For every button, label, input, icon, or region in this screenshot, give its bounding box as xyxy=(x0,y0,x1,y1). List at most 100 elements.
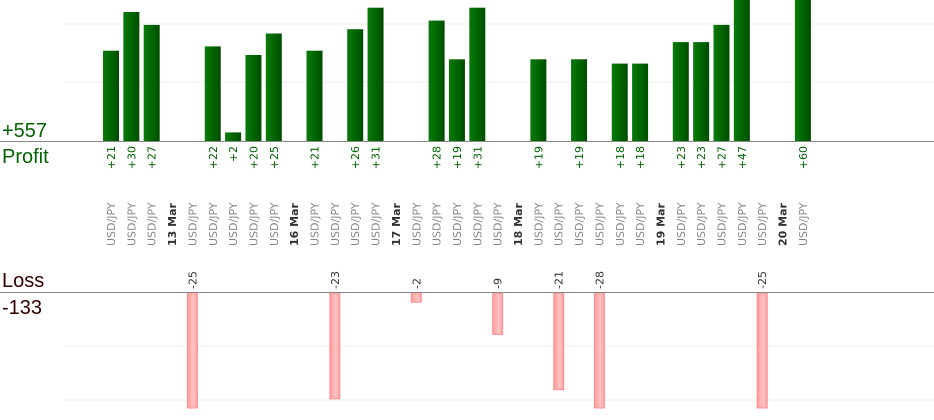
loss-bar xyxy=(593,292,605,409)
profit-value-label: +21 xyxy=(105,146,118,169)
profit-value-label: +20 xyxy=(247,146,260,169)
profit-value-label: +27 xyxy=(146,146,159,169)
profit-value-label: +25 xyxy=(268,146,281,169)
profit-bar xyxy=(347,29,364,142)
pair-label: USD/JPY xyxy=(247,202,260,246)
profit-bar xyxy=(367,7,384,142)
pair-label: USD/JPY xyxy=(410,202,423,246)
profit-bar xyxy=(123,12,140,141)
pair-label: USD/JPY xyxy=(756,202,769,246)
pair-label: USD/JPY xyxy=(716,202,729,246)
pair-label: USD/JPY xyxy=(471,202,484,246)
profit-bar xyxy=(469,7,486,142)
profit-value-label: +60 xyxy=(797,146,810,169)
profit-bar xyxy=(713,24,730,141)
loss-bar xyxy=(329,292,341,400)
profit-bar xyxy=(428,20,445,142)
pair-label: USD/JPY xyxy=(532,202,545,246)
profit-value-label: +18 xyxy=(634,146,647,169)
pair-label: USD/JPY xyxy=(736,202,749,246)
profit-bar xyxy=(265,33,282,141)
profit-bar xyxy=(103,50,119,142)
profit-value-label: +27 xyxy=(716,146,729,169)
loss-value-label: -28 xyxy=(593,271,606,289)
profit-value-label: +31 xyxy=(471,146,484,169)
loss-value-label: -25 xyxy=(186,271,199,289)
date-label: 17 Mar xyxy=(390,202,403,246)
profit-bar xyxy=(794,0,811,141)
profit-bar xyxy=(611,63,628,141)
loss-total: -133 xyxy=(2,297,42,319)
pair-label: USD/JPY xyxy=(634,202,647,246)
pair-label: USD/JPY xyxy=(492,202,505,246)
loss-bar xyxy=(553,292,565,391)
pair-label: USD/JPY xyxy=(105,202,118,246)
profit-value-label: +28 xyxy=(431,146,444,169)
profit-bar xyxy=(693,42,710,141)
pair-label: USD/JPY xyxy=(614,202,627,246)
pair-label: USD/JPY xyxy=(125,202,138,246)
pair-label: USD/JPY xyxy=(431,202,444,246)
profit-bar xyxy=(571,59,588,141)
loss-value-label: -23 xyxy=(329,271,342,289)
profit-bar xyxy=(632,63,649,141)
pair-label: USD/JPY xyxy=(349,202,362,246)
profit-value-label: +18 xyxy=(614,146,627,169)
loss-bar xyxy=(492,292,504,335)
pair-label: USD/JPY xyxy=(268,202,281,246)
profit-bars xyxy=(103,0,811,142)
profit-value-label: +19 xyxy=(451,146,464,169)
loss-value-label: -2 xyxy=(410,278,423,289)
profit-value-label: +22 xyxy=(207,146,220,169)
profit-value-label: +2 xyxy=(227,146,240,162)
pair-label: USD/JPY xyxy=(146,202,159,246)
profit-value-label: +19 xyxy=(573,146,586,169)
date-label: 20 Mar xyxy=(777,202,790,246)
pair-label: USD/JPY xyxy=(451,202,464,246)
pair-label: USD/JPY xyxy=(227,202,240,246)
profit-label: Profit xyxy=(2,146,49,168)
date-label: 13 Mar xyxy=(166,202,179,246)
profit-bar xyxy=(530,59,547,141)
pair-label: USD/JPY xyxy=(207,202,220,246)
profit-bar xyxy=(204,46,221,141)
pair-label: USD/JPY xyxy=(797,202,810,246)
date-label: 16 Mar xyxy=(288,202,301,246)
profit-bar xyxy=(448,59,465,141)
loss-bar xyxy=(410,292,422,303)
date-label: 18 Mar xyxy=(512,202,525,246)
profit-value-label: +19 xyxy=(532,146,545,169)
profit-value-label: +26 xyxy=(349,146,362,169)
category-labels: USD/JPY USD/JPY USD/JPY 13 Mar USD/JPY USD/JP… xyxy=(105,202,810,246)
pair-label: USD/JPY xyxy=(573,202,586,246)
pair-label: USD/JPY xyxy=(186,202,199,246)
loss-bar xyxy=(756,292,768,409)
profit-value-label: +30 xyxy=(125,146,138,169)
profit-value-label: +47 xyxy=(736,146,749,169)
profit-bar xyxy=(245,55,262,141)
value-labels: +21 +30 +27 -25 +22 +2 +20 +25 +21 -23 +26 +31 -2 +28… xyxy=(105,146,810,289)
pair-label: USD/JPY xyxy=(553,202,566,246)
profit-bar xyxy=(733,0,750,141)
loss-bars xyxy=(186,292,768,409)
profit-value-label: +21 xyxy=(309,146,322,169)
profit-bar xyxy=(306,50,323,142)
profit-bar xyxy=(672,42,689,141)
pair-label: USD/JPY xyxy=(593,202,606,246)
profit-total: +557 xyxy=(2,120,47,142)
pair-label: USD/JPY xyxy=(695,202,708,246)
profit-bar xyxy=(225,132,242,141)
pair-label: USD/JPY xyxy=(675,202,688,246)
loss-value-label: -25 xyxy=(756,271,769,289)
pair-label: USD/JPY xyxy=(309,202,322,246)
loss-label: Loss xyxy=(2,270,44,292)
date-label: 19 Mar xyxy=(654,202,667,246)
profit-value-label: +31 xyxy=(370,146,383,169)
loss-value-label: -21 xyxy=(553,271,566,289)
profit-bar xyxy=(143,24,160,141)
profit-value-label: +23 xyxy=(695,146,708,169)
profit-value-label: +23 xyxy=(675,146,688,169)
pair-label: USD/JPY xyxy=(370,202,383,246)
loss-value-label: -9 xyxy=(492,278,505,289)
